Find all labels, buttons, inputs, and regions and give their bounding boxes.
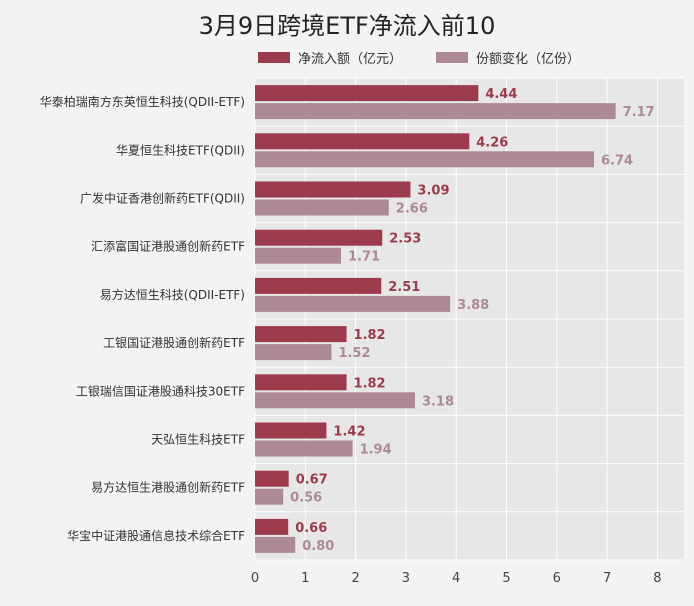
bar-net-inflow <box>255 133 470 150</box>
data-label-net-inflow: 2.51 <box>388 280 420 295</box>
chart-title: 3月9日跨境ETF净流入前10 <box>198 12 496 40</box>
legend-label-share-change: 份额变化（亿份） <box>476 52 581 67</box>
legend-item-net-inflow: 净流入额（亿元） <box>258 48 402 67</box>
y-tick-label: 易方达恒生港股通创新药ETF <box>91 480 245 495</box>
data-label-share-change: 1.94 <box>360 443 392 458</box>
bar-share-change <box>255 295 451 312</box>
y-tick-label: 易方达恒生科技(QDII-ETF) <box>100 287 245 302</box>
data-label-share-change: 6.74 <box>601 153 633 168</box>
data-label-share-change: 0.80 <box>302 539 334 554</box>
bar-share-change <box>255 440 353 457</box>
bar-net-inflow <box>255 85 479 102</box>
bar-net-inflow <box>255 181 411 198</box>
data-label-share-change: 0.56 <box>290 491 322 506</box>
data-label-net-inflow: 2.53 <box>389 232 421 247</box>
bar-share-change <box>255 488 284 505</box>
data-label-net-inflow: 4.26 <box>476 135 508 150</box>
data-label-share-change: 1.52 <box>338 346 370 361</box>
chart-legend: 净流入额（亿元） 份额变化（亿份） <box>258 48 580 67</box>
y-tick-label: 工银瑞信国证港股通科技30ETF <box>76 384 245 398</box>
bar-net-inflow <box>255 422 327 439</box>
bar-net-inflow <box>255 374 347 391</box>
y-tick-label: 汇添富国证港股通创新药ETF <box>91 239 245 254</box>
data-label-net-inflow: 4.44 <box>485 87 517 102</box>
data-label-net-inflow: 0.66 <box>295 521 327 536</box>
x-tick-label: 1 <box>301 571 309 586</box>
bar-share-change <box>255 536 296 553</box>
y-tick-label: 工银国证港股通创新药ETF <box>103 335 245 350</box>
data-label-net-inflow: 1.82 <box>354 328 386 343</box>
x-tick-label: 8 <box>653 571 661 586</box>
bar-share-change <box>255 103 616 120</box>
data-label-share-change: 3.18 <box>422 394 454 409</box>
legend-swatch-share-change <box>436 52 469 63</box>
bar-net-inflow <box>255 470 289 487</box>
bar-share-change <box>255 247 342 264</box>
y-tick-label: 广发中证香港创新药ETF(QDII) <box>80 191 245 206</box>
x-tick-label: 6 <box>553 571 561 586</box>
legend-item-share-change: 份额变化（亿份） <box>436 48 580 67</box>
y-tick-label: 华宝中证港股通信息技术综合ETF <box>67 528 245 543</box>
x-tick-label: 0 <box>251 571 259 586</box>
bar-net-inflow <box>255 518 289 535</box>
legend-label-net-inflow: 净流入额（亿元） <box>298 52 403 67</box>
bar-share-change <box>255 199 389 216</box>
bar-net-inflow <box>255 229 383 246</box>
bar-net-inflow <box>255 277 382 294</box>
y-tick-label: 华夏恒生科技ETF(QDII) <box>116 143 245 157</box>
data-label-share-change: 2.66 <box>396 202 428 217</box>
data-label-net-inflow: 3.09 <box>417 184 449 199</box>
data-label-share-change: 1.71 <box>348 250 380 265</box>
x-tick-label: 4 <box>452 571 460 586</box>
bar-share-change <box>255 344 332 361</box>
legend-swatch-net-inflow <box>258 52 290 63</box>
data-label-share-change: 3.88 <box>457 298 489 313</box>
y-tick-label: 华泰柏瑞南方东英恒生科技(QDII-ETF) <box>40 94 245 109</box>
data-label-share-change: 7.17 <box>623 105 655 120</box>
bar-net-inflow <box>255 326 347 343</box>
x-tick-label: 3 <box>402 571 410 586</box>
x-tick-label: 7 <box>603 571 611 586</box>
y-tick-label: 天弘恒生科技ETF <box>151 433 245 447</box>
data-label-net-inflow: 0.67 <box>296 473 328 488</box>
x-tick-label: 2 <box>351 571 359 586</box>
data-label-net-inflow: 1.82 <box>354 376 386 391</box>
bar-share-change <box>255 151 595 168</box>
x-tick-label: 5 <box>502 571 510 586</box>
bar-share-change <box>255 392 415 409</box>
data-label-net-inflow: 1.42 <box>333 425 365 440</box>
